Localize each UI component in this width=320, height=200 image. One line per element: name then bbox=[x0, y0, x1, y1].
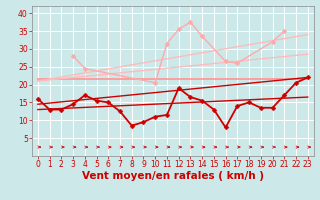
X-axis label: Vent moyen/en rafales ( km/h ): Vent moyen/en rafales ( km/h ) bbox=[82, 171, 264, 181]
